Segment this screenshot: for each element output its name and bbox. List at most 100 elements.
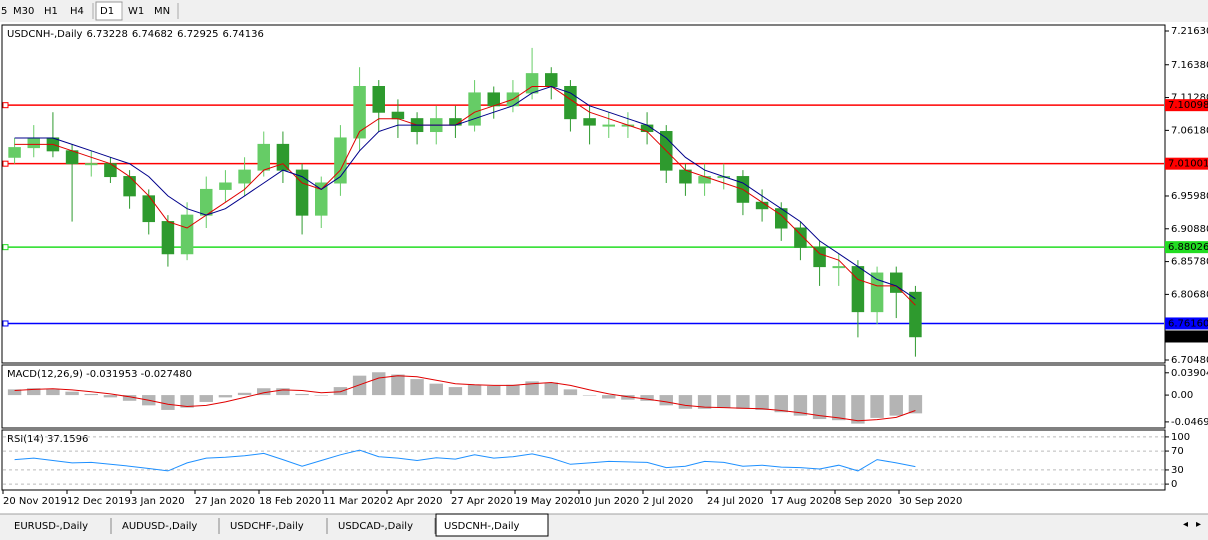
timeframe-button[interactable]: D1 — [100, 6, 114, 17]
candle-body — [257, 143, 270, 171]
histogram-bar — [448, 387, 463, 396]
histogram-bar — [602, 395, 616, 399]
rsi-pane — [1, 429, 1166, 491]
tab[interactable]: USDCHF-,Daily — [230, 521, 304, 532]
level-tag-label: 6.88026 — [1168, 242, 1208, 253]
histogram-bar — [659, 395, 673, 406]
histogram-bar — [467, 384, 482, 396]
histogram-bar — [851, 395, 865, 424]
candle-body — [123, 176, 136, 197]
histogram-bar — [295, 393, 309, 396]
histogram-bar — [506, 384, 520, 396]
histogram-bar — [525, 381, 539, 396]
histogram-bar — [391, 374, 405, 396]
y-tick-label: 7.16380 — [1171, 60, 1208, 71]
timeframe-button[interactable]: 5 — [1, 6, 7, 17]
tab[interactable]: AUDUSD-,Daily — [122, 521, 197, 532]
candle-body — [372, 85, 385, 113]
tab[interactable]: EURUSD-,Daily — [14, 521, 88, 532]
histogram-bar — [429, 383, 443, 396]
histogram-bar — [7, 389, 22, 396]
candle-body — [219, 182, 232, 190]
histogram-bar — [563, 389, 578, 396]
x-tick-label: 17 Aug 2020 — [771, 496, 835, 507]
x-tick-label: 8 Sep 2020 — [835, 496, 892, 507]
candle-body — [832, 266, 845, 269]
x-tick-label: 20 Nov 2019 — [3, 496, 67, 507]
level-anchor — [2, 320, 9, 327]
histogram-bar — [812, 395, 827, 420]
y-tick-label: 0.00 — [1171, 390, 1193, 401]
histogram-bar — [697, 395, 712, 409]
tab[interactable]: USDCAD-,Daily — [338, 521, 413, 532]
candle-body — [564, 85, 577, 120]
y-tick-label: 30 — [1171, 465, 1184, 476]
candle-body — [142, 195, 155, 223]
candle-body — [487, 92, 500, 107]
candle-body — [794, 227, 807, 248]
histogram-bar — [352, 375, 367, 396]
timeframe-button[interactable]: MN — [154, 6, 170, 17]
histogram-bar — [218, 395, 233, 398]
candle-body — [104, 163, 117, 178]
histogram-bar — [27, 388, 41, 396]
candle-body — [545, 73, 558, 87]
toolbar — [0, 0, 1208, 22]
histogram-bar — [103, 395, 118, 398]
y-tick-label: 6.90880 — [1171, 224, 1208, 235]
histogram-bar — [889, 395, 903, 416]
price-pane — [1, 24, 1166, 364]
y-tick-label: 7.11280 — [1171, 93, 1208, 104]
x-tick-label: 27 Apr 2020 — [451, 496, 513, 507]
candle-body — [468, 92, 481, 126]
scroll-left[interactable]: ◂ — [1183, 519, 1188, 530]
histogram-bar — [372, 372, 386, 396]
histogram-bar — [276, 388, 290, 396]
candle-body — [65, 150, 79, 165]
x-tick-label: 18 Feb 2020 — [259, 496, 321, 507]
histogram-bar — [774, 395, 788, 413]
candle-body — [870, 272, 884, 313]
scroll-right[interactable]: ▸ — [1196, 519, 1201, 530]
histogram-bar — [870, 395, 884, 418]
x-tick-label: 11 Mar 2020 — [323, 496, 386, 507]
level-tag-label: 7.01001 — [1168, 159, 1208, 170]
histogram-bar — [487, 385, 501, 396]
histogram-bar — [582, 395, 597, 396]
timeframe-button[interactable]: M30 — [13, 6, 34, 17]
histogram-bar — [832, 395, 846, 421]
candle-body — [353, 85, 366, 139]
candle-body — [851, 266, 865, 313]
pane-title: RSI(14) 37.1596 — [7, 434, 88, 445]
x-tick-label: 27 Jan 2020 — [195, 496, 255, 507]
histogram-bar — [333, 387, 348, 396]
ohlc-value: 6.73228 — [86, 29, 127, 40]
timeframe-button[interactable]: H1 — [44, 6, 58, 17]
histogram-bar — [199, 395, 213, 402]
active-tab — [435, 513, 549, 537]
tab[interactable]: USDCNH-,Daily — [444, 521, 520, 532]
indicator-line — [14, 375, 916, 422]
histogram-bar — [257, 388, 271, 396]
indicator-line — [14, 449, 916, 472]
y-tick-label: 0 — [1171, 479, 1177, 490]
candle-body — [295, 169, 309, 216]
candle-body — [315, 182, 328, 216]
timeframe-button[interactable]: H4 — [70, 6, 84, 17]
timeframe-button[interactable]: W1 — [128, 6, 144, 17]
candle-body — [602, 124, 615, 127]
y-tick-label: 6.80680 — [1171, 289, 1208, 300]
candle-body — [161, 221, 175, 255]
pane-title-text: USDCNH-,Daily — [7, 29, 83, 40]
level-tag — [1165, 157, 1208, 170]
x-tick-label: 30 Sep 2020 — [899, 496, 962, 507]
candle-body — [238, 169, 251, 184]
level-tag — [1165, 99, 1208, 112]
level-anchor — [2, 102, 9, 109]
ohlc-value: 6.72925 — [177, 29, 218, 40]
current-price-label: 6.74136 — [1168, 331, 1208, 342]
candle-body — [27, 137, 40, 149]
y-tick-label: 100 — [1171, 432, 1190, 443]
histogram-bar — [755, 395, 769, 410]
histogram-bar — [46, 389, 60, 396]
